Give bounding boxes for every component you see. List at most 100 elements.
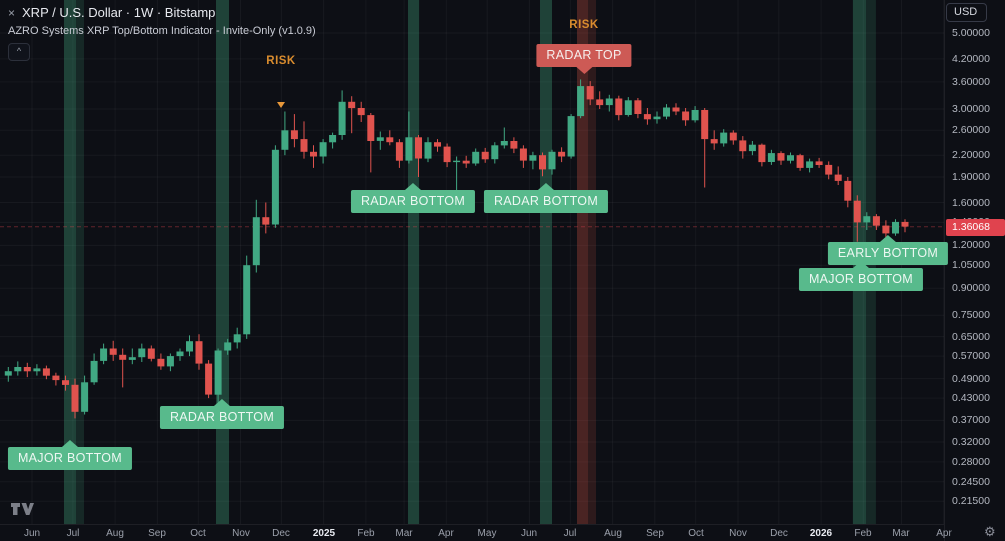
candle <box>806 158 814 173</box>
candle <box>376 131 384 150</box>
candle <box>825 161 833 180</box>
close-icon[interactable]: × <box>8 5 16 20</box>
candle <box>462 155 470 168</box>
candle <box>262 202 270 234</box>
indicator-title: AZRO Systems XRP Top/Bottom Indicator - … <box>8 25 316 37</box>
candle <box>319 139 327 164</box>
month-axis-label: Apr <box>936 528 952 539</box>
signal-label: RADAR TOP <box>536 44 632 74</box>
year-axis-label: 2026 <box>809 528 833 539</box>
candle <box>367 113 375 173</box>
price-axis-label: 0.57000 <box>952 350 990 362</box>
candle <box>863 212 871 230</box>
candle <box>663 104 670 120</box>
candle <box>634 98 642 119</box>
candle <box>90 353 98 385</box>
signal-label: RADAR BOTTOM <box>483 183 609 213</box>
candle <box>567 114 575 159</box>
candle <box>205 360 213 399</box>
candle <box>539 152 546 177</box>
candle <box>558 147 566 163</box>
candle <box>14 361 22 376</box>
month-axis-label: Oct <box>190 528 206 539</box>
candle <box>4 367 12 382</box>
month-axis-label: Jun <box>23 528 41 539</box>
price-axis-label: 4.20000 <box>952 53 990 65</box>
candle <box>720 129 728 147</box>
candle <box>310 145 317 168</box>
candle <box>147 345 155 362</box>
risk-label: RISK <box>569 19 599 31</box>
current-price-badge: 1.36068 <box>946 219 1005 236</box>
candle <box>758 143 766 167</box>
candle <box>472 148 480 166</box>
candle <box>52 372 60 386</box>
signal-bands <box>64 0 876 524</box>
candle <box>491 142 499 164</box>
candle <box>233 327 241 349</box>
candle <box>815 157 823 168</box>
price-axis-label: 5.00000 <box>952 27 990 39</box>
candle <box>672 103 680 116</box>
candle <box>300 121 308 159</box>
price-axis-label: 0.90000 <box>952 282 990 294</box>
candle <box>176 348 184 361</box>
month-axis-label: Feb <box>357 528 375 539</box>
candle <box>329 132 337 149</box>
candle <box>872 214 880 230</box>
month-axis-label: Nov <box>729 528 747 539</box>
candle <box>796 153 804 171</box>
candle <box>844 177 852 208</box>
candle <box>605 94 613 112</box>
candle <box>214 348 222 405</box>
price-axis-label: 0.32000 <box>952 436 990 448</box>
price-axis-label: 0.24500 <box>952 476 990 488</box>
candle <box>443 143 451 168</box>
candle <box>748 141 756 156</box>
candle <box>271 145 279 228</box>
price-axis-separator[interactable] <box>944 0 945 541</box>
candle <box>386 130 394 146</box>
candle <box>624 97 632 117</box>
price-axis-label: 3.60000 <box>952 76 990 88</box>
candle <box>281 111 289 156</box>
price-axis-label: 1.60000 <box>952 197 990 209</box>
candle <box>643 108 651 125</box>
candle <box>348 96 356 134</box>
chevron-up-icon: ^ <box>16 46 22 56</box>
candle <box>548 149 556 175</box>
month-axis-label: Oct <box>688 528 704 539</box>
candle <box>23 362 31 378</box>
month-axis-label: Mar <box>892 528 910 539</box>
candle <box>500 127 508 149</box>
candle <box>834 166 842 185</box>
price-axis-label: 0.21500 <box>952 495 990 507</box>
risk-label: RISK <box>266 55 296 67</box>
candle <box>157 353 165 370</box>
month-axis-label: Apr <box>438 528 454 539</box>
candle <box>615 95 623 121</box>
candle <box>691 106 699 123</box>
time-axis-separator[interactable] <box>0 524 944 525</box>
candle <box>424 137 432 163</box>
candle <box>81 375 89 415</box>
candle <box>252 199 260 273</box>
month-axis-label: Jul <box>563 528 577 539</box>
price-axis-label: 0.37000 <box>952 414 990 426</box>
candle <box>33 364 41 376</box>
collapse-legend-button[interactable]: ^ <box>8 43 30 61</box>
candle <box>577 79 585 119</box>
chart-legend: × XRP / U.S. Dollar · 1W · Bitstamp AZRO… <box>8 5 316 61</box>
candle <box>777 151 785 165</box>
price-axis-label: 3.00000 <box>952 103 990 115</box>
tradingview-logo[interactable] <box>10 499 34 519</box>
gear-icon[interactable]: ⚙ <box>978 523 1002 541</box>
price-axis-label: 1.20000 <box>952 239 990 251</box>
currency-toggle-button[interactable]: USD <box>946 3 988 22</box>
candle <box>405 111 413 164</box>
candle <box>653 111 661 124</box>
candle <box>519 145 527 168</box>
candle <box>892 219 899 236</box>
month-axis-label: Sep <box>646 528 664 539</box>
